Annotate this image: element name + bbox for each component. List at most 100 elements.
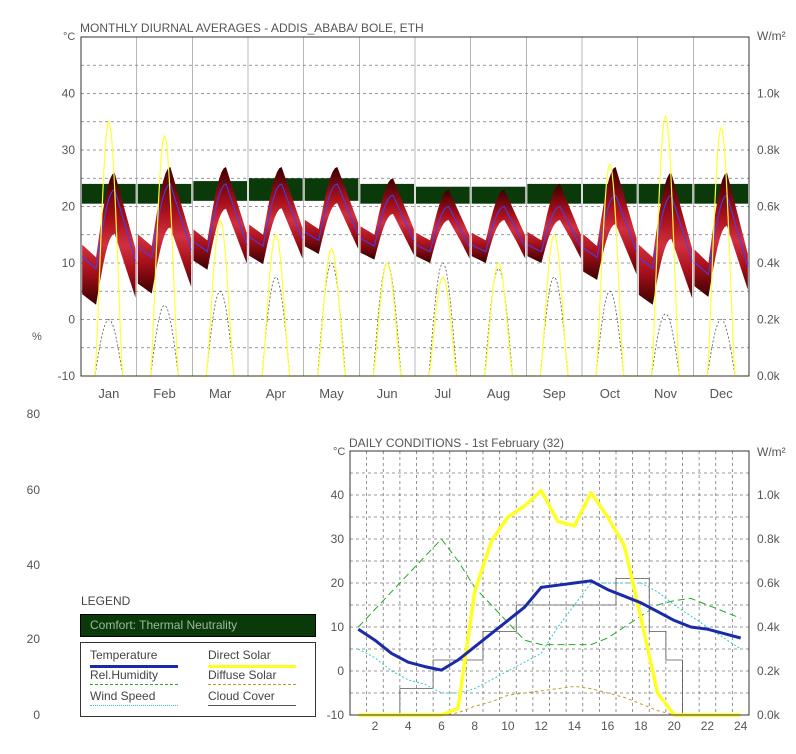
legend-item-direct-solar: Direct Solar bbox=[208, 648, 298, 668]
temperature-mean-line bbox=[694, 194, 749, 276]
top-chart-title: MONTHLY DIURNAL AVERAGES - ADDIS_ABABA/ … bbox=[80, 21, 424, 35]
comfort-band bbox=[416, 186, 470, 204]
top-y-left-tick: 0 bbox=[68, 313, 75, 327]
temperature-range-band bbox=[360, 178, 414, 260]
top-plot-border bbox=[80, 36, 750, 377]
bottom-x-tick: 22 bbox=[701, 719, 715, 733]
bottom-y-left-tick: 30 bbox=[331, 532, 345, 546]
temperature-mean-line bbox=[304, 183, 359, 242]
bottom-x-tick: 4 bbox=[405, 719, 412, 733]
top-y-left-unit: °C bbox=[63, 31, 75, 43]
top-y-right-tick: 1.0k bbox=[757, 87, 781, 101]
temperature-range-band bbox=[137, 166, 192, 294]
diffuse-solar-line bbox=[192, 290, 248, 377]
legend-line-rel-humidity bbox=[90, 684, 178, 685]
legend-item-diffuse-solar: Diffuse Solar bbox=[208, 668, 298, 685]
legend-item-cloud-cover: Cloud Cover bbox=[208, 689, 298, 706]
month-label: Oct bbox=[600, 386, 621, 401]
temperature-mean-line bbox=[582, 194, 637, 259]
bottom-y-left-unit: °C bbox=[333, 446, 345, 458]
bottom-y-left-tick: 20 bbox=[331, 576, 345, 590]
bottom-y-left-tick: 0 bbox=[337, 664, 344, 678]
temperature-range-band bbox=[416, 189, 470, 263]
temperature-mean-line bbox=[193, 183, 248, 253]
legend-line-direct-solar bbox=[208, 665, 296, 668]
temperature-mean-line bbox=[137, 183, 192, 259]
legend-label-diffuse-solar: Diffuse Solar bbox=[208, 668, 277, 682]
diffuse-solar-line bbox=[526, 276, 582, 377]
top-plot-area: -10 0 10 20 30 40 0.0k 0.2k 0.4k 0.6k 0.8k 1.0k Jan F… bbox=[58, 36, 781, 401]
month-label: Jan bbox=[98, 386, 119, 401]
legend-comfort-swatch: Comfort: Thermal Neutrality bbox=[80, 614, 316, 637]
bottom-x-tick: 12 bbox=[535, 719, 549, 733]
bottom-y-left-tick: 40 bbox=[331, 488, 345, 502]
month-label: Feb bbox=[153, 386, 175, 401]
top-y-left-tick: 40 bbox=[62, 87, 76, 101]
temperature-mean-line bbox=[638, 194, 693, 270]
bottom-y-right-tick: 0.8k bbox=[757, 532, 781, 546]
bottom-x-tick: 6 bbox=[438, 719, 445, 733]
diffuse-solar-line bbox=[637, 313, 694, 377]
bottom-y-right-tick: 0.4k bbox=[757, 620, 781, 634]
side-axis-unit: % bbox=[32, 331, 42, 343]
direct-solar-line bbox=[415, 276, 471, 377]
top-y-right-unit: W/m² bbox=[757, 29, 786, 43]
diffuse-solar-line bbox=[470, 268, 527, 377]
temperature-range-band bbox=[638, 172, 693, 305]
bottom-x-tick: 10 bbox=[501, 719, 515, 733]
top-y-right-tick: 0.2k bbox=[757, 313, 781, 327]
bottom-x-tick: 20 bbox=[668, 719, 682, 733]
legend-label-direct-solar: Direct Solar bbox=[208, 648, 271, 662]
bottom-x-tick: 2 bbox=[372, 719, 379, 733]
top-y-left-tick: 10 bbox=[62, 256, 76, 270]
legend-item-rel-humidity: Rel.Humidity bbox=[90, 668, 180, 685]
month-label: Apr bbox=[266, 386, 287, 401]
top-y-left-tick: -10 bbox=[58, 369, 76, 383]
legend-line-cloud-cover bbox=[208, 705, 296, 706]
legend-label-rel-humidity: Rel.Humidity bbox=[90, 668, 159, 682]
month-label: Jul bbox=[435, 386, 452, 401]
month-label: Aug bbox=[487, 386, 510, 401]
temperature-range-band bbox=[694, 172, 748, 297]
top-y-right-tick: 0.6k bbox=[757, 200, 781, 214]
temperature-mean-line bbox=[81, 188, 136, 270]
legend-label-wind-speed: Wind Speed bbox=[90, 689, 156, 703]
temperature-range-band bbox=[583, 166, 637, 280]
legend-label-cloud-cover: Cloud Cover bbox=[208, 689, 275, 703]
top-y-right-tick: 0.4k bbox=[757, 256, 781, 270]
month-label: Nov bbox=[654, 386, 678, 401]
direct-solar-line bbox=[303, 247, 360, 377]
bottom-x-tick: 18 bbox=[634, 719, 648, 733]
legend-title: LEGEND bbox=[81, 594, 131, 608]
temperature-range-band bbox=[527, 183, 581, 263]
side-axis-tick: 80 bbox=[27, 407, 41, 421]
side-axis-tick: 40 bbox=[27, 558, 41, 572]
temperature-range-band bbox=[471, 189, 526, 263]
legend-box: Temperature Direct Solar Rel.Humidity Di… bbox=[80, 642, 316, 717]
diffuse-solar-line bbox=[136, 304, 193, 377]
temperature-mean-line bbox=[527, 205, 582, 253]
top-y-left-tick: 20 bbox=[62, 200, 76, 214]
month-label: Jun bbox=[377, 386, 398, 401]
bottom-x-tick: 14 bbox=[568, 719, 582, 733]
legend-line-diffuse-solar bbox=[208, 684, 296, 685]
temperature-mean-line bbox=[360, 194, 415, 247]
diffuse-solar-line bbox=[248, 276, 304, 377]
cloud-cover-line bbox=[350, 578, 749, 716]
side-axis-tick: 20 bbox=[27, 632, 41, 646]
temperature-range-band bbox=[82, 172, 136, 305]
bottom-y-right-tick: 0.2k bbox=[757, 664, 781, 678]
legend-item-temperature: Temperature bbox=[90, 648, 180, 668]
legend-label-temperature: Temperature bbox=[90, 648, 158, 662]
month-label: Dec bbox=[710, 386, 734, 401]
bottom-x-tick: 24 bbox=[734, 719, 748, 733]
temperature-mean-line bbox=[415, 205, 470, 253]
temperature-mean-line bbox=[471, 205, 526, 253]
bottom-x-tick: 16 bbox=[601, 719, 615, 733]
legend-line-temperature bbox=[90, 665, 178, 668]
bottom-y-left-tick: -10 bbox=[327, 708, 345, 722]
temperature-range-band bbox=[304, 166, 359, 254]
bottom-y-left-tick: 10 bbox=[331, 620, 345, 634]
